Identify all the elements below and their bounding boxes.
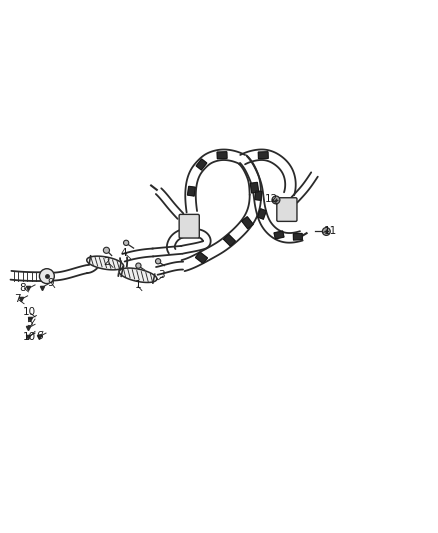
Text: 10: 10 <box>22 308 35 318</box>
Circle shape <box>155 259 161 264</box>
Polygon shape <box>119 268 157 282</box>
Polygon shape <box>87 256 124 270</box>
Circle shape <box>136 263 141 268</box>
Polygon shape <box>224 235 235 246</box>
Text: 7: 7 <box>14 294 21 304</box>
Polygon shape <box>258 152 268 159</box>
Text: 12: 12 <box>265 193 278 204</box>
Text: 3: 3 <box>158 270 165 280</box>
Polygon shape <box>258 209 266 219</box>
Polygon shape <box>255 191 262 200</box>
Text: 8: 8 <box>19 282 26 293</box>
Polygon shape <box>293 233 302 240</box>
Circle shape <box>39 269 54 284</box>
FancyBboxPatch shape <box>179 214 199 238</box>
Text: 9: 9 <box>47 278 54 288</box>
Text: 4: 4 <box>120 248 127 259</box>
Text: 2: 2 <box>103 257 110 267</box>
Text: 11: 11 <box>324 225 337 236</box>
Circle shape <box>322 228 330 236</box>
Polygon shape <box>242 217 253 229</box>
Polygon shape <box>251 182 258 193</box>
Circle shape <box>272 196 280 204</box>
Text: 10: 10 <box>22 332 35 342</box>
Polygon shape <box>187 187 195 196</box>
Text: 6: 6 <box>36 330 43 341</box>
Polygon shape <box>195 252 208 263</box>
Circle shape <box>124 240 129 246</box>
Polygon shape <box>196 159 207 170</box>
Polygon shape <box>274 231 284 239</box>
FancyBboxPatch shape <box>277 198 297 221</box>
Circle shape <box>103 247 110 253</box>
Text: 5: 5 <box>26 318 33 328</box>
Text: 1: 1 <box>134 280 141 290</box>
Polygon shape <box>217 152 227 159</box>
